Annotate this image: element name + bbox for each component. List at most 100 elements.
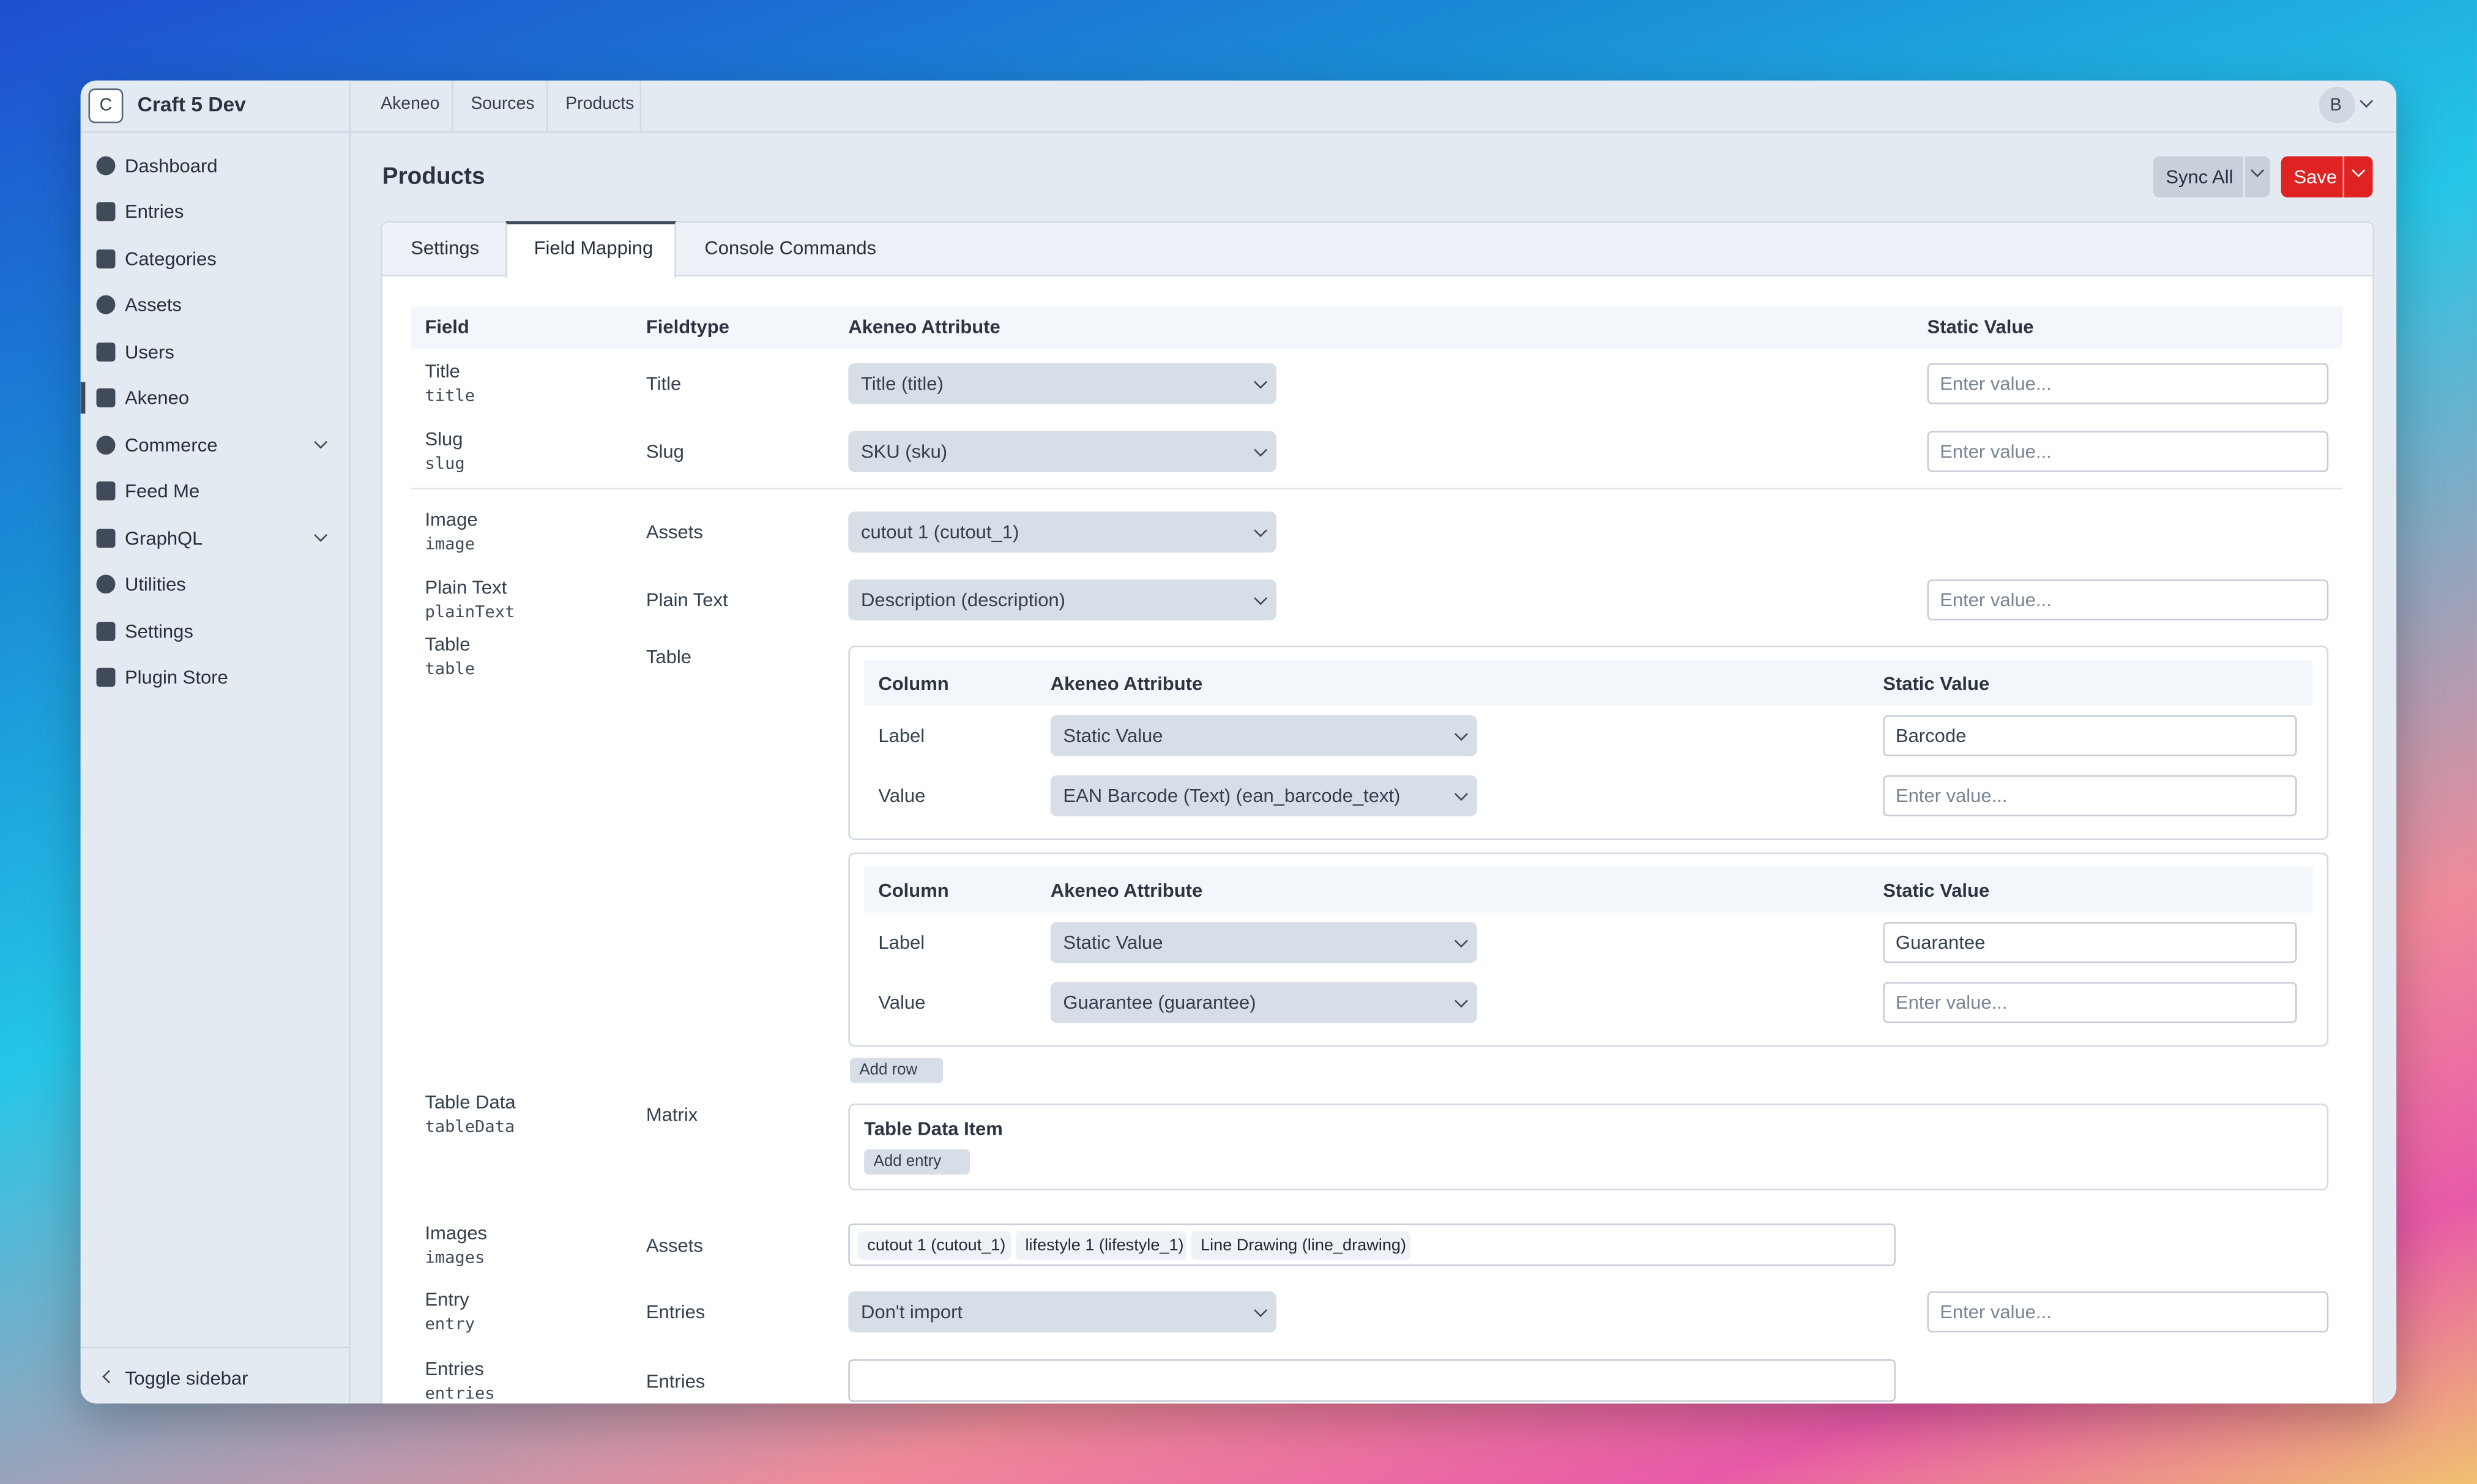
select[interactable]	[1050, 775, 1477, 817]
tab[interactable]: Field Mapping	[534, 237, 654, 259]
app-name: Craft 5 Dev	[137, 92, 246, 116]
add-entry-label[interactable]: Add entry	[873, 1153, 942, 1171]
field-handle: image	[425, 535, 475, 554]
select[interactable]	[848, 511, 1276, 553]
field-label: Image	[425, 508, 478, 531]
nav-item[interactable]: Dashboard	[124, 154, 218, 177]
nav-icon	[96, 667, 116, 687]
subtable	[848, 852, 2329, 1047]
text-input[interactable]	[1927, 1291, 2329, 1333]
select[interactable]	[1050, 922, 1477, 963]
select-value: Guarantee (guarantee)	[1063, 991, 1256, 1014]
nav-item[interactable]: GraphQL	[124, 526, 203, 549]
subtable-header-cell: Akeneo Attribute	[1050, 879, 1203, 902]
tag-label[interactable]: cutout 1 (cutout_1)	[867, 1236, 1006, 1255]
nav-item[interactable]: Categories	[124, 247, 217, 270]
subtable-header-cell: Static Value	[1883, 879, 1990, 902]
select-value: EAN Barcode (Text) (ean_barcode_text)	[1063, 784, 1401, 807]
nav-icon	[96, 481, 116, 501]
input-text: Enter value...	[1895, 784, 2008, 807]
select-value: Title (title)	[860, 373, 944, 395]
breadcrumb[interactable]: Sources	[471, 94, 535, 114]
sync-all-label[interactable]: Sync All	[2166, 165, 2233, 188]
subtable-header-cell: Column	[878, 672, 949, 695]
avatar	[2319, 86, 2356, 124]
tag-label[interactable]: lifestyle 1 (lifestyle_1)	[1025, 1236, 1184, 1255]
subtable	[848, 645, 2329, 840]
app-window: C Craft 5 Dev Dashboard Entries Categories As…	[80, 80, 2397, 1404]
field-label: Table	[425, 633, 471, 656]
nav-item[interactable]: Akeneo	[124, 387, 190, 410]
nav-item[interactable]: Settings	[124, 620, 193, 642]
save-label[interactable]: Save	[2293, 165, 2337, 188]
field-label: Table Data	[425, 1091, 516, 1113]
add-row-button	[849, 1058, 944, 1083]
field-handle: entry	[425, 1315, 475, 1334]
save-divider	[2342, 156, 2345, 198]
field-handle: tableData	[425, 1118, 515, 1137]
sidebar-divider	[80, 131, 351, 133]
nav-icon	[96, 249, 116, 269]
text-input[interactable]	[1883, 715, 2297, 757]
field-handle: entries	[425, 1384, 495, 1404]
field-label: Entry	[425, 1288, 469, 1311]
select[interactable]	[1050, 982, 1477, 1023]
tags-input	[848, 1223, 1896, 1266]
toggle-sidebar[interactable]: Toggle sidebar	[124, 1367, 248, 1390]
add-row-label[interactable]: Add row	[859, 1061, 918, 1080]
input-text: Enter value...	[1940, 588, 2052, 611]
nav-item[interactable]: Plugin Store	[124, 666, 228, 689]
text-input[interactable]	[1883, 922, 2297, 963]
input-text: Barcode	[1895, 724, 1967, 747]
avatar-initial[interactable]: B	[2330, 96, 2342, 116]
select[interactable]	[1050, 715, 1477, 757]
matrix-box	[848, 1104, 2329, 1190]
nav-item[interactable]: Feed Me	[124, 480, 200, 503]
field-type: Table	[646, 645, 691, 668]
logo-letter: C	[99, 96, 113, 116]
select[interactable]	[848, 363, 1276, 404]
subtable-header	[864, 659, 2313, 706]
tag	[857, 1231, 1011, 1260]
text-input[interactable]	[1883, 982, 2297, 1023]
field-label: Entries	[425, 1357, 484, 1380]
subtable-header-cell: Akeneo Attribute	[1050, 672, 1203, 695]
nav-item[interactable]: Utilities	[124, 573, 186, 596]
field-type: Entries	[646, 1370, 706, 1393]
nav-item[interactable]: Assets	[124, 294, 182, 317]
row-divider	[411, 488, 2343, 490]
select[interactable]	[848, 431, 1276, 472]
field-handle: images	[425, 1248, 485, 1268]
tab[interactable]: Console Commands	[704, 237, 877, 259]
field-label: Images	[425, 1222, 488, 1244]
tag-label[interactable]: Line Drawing (line_drawing)	[1201, 1236, 1407, 1255]
text-input[interactable]	[1927, 363, 2329, 404]
text-input[interactable]	[1883, 775, 2297, 817]
entries-input	[848, 1359, 1896, 1402]
input-text: Guarantee	[1895, 931, 1986, 954]
breadcrumb-sep	[452, 80, 453, 132]
nav-item[interactable]: Entries	[124, 201, 184, 224]
active-indicator	[80, 382, 86, 414]
table-header	[411, 306, 2343, 349]
subtable-header-cell: Static Value	[1883, 672, 1990, 695]
field-label: Slug	[425, 428, 463, 450]
active-tab	[505, 221, 676, 278]
breadcrumb[interactable]: Akeneo	[381, 94, 440, 114]
nav-item[interactable]: Users	[124, 340, 174, 363]
nav-icon	[96, 202, 116, 222]
field-handle: table	[425, 659, 475, 679]
nav-item[interactable]: Commerce	[124, 433, 218, 456]
input-text: Enter value...	[1940, 1300, 2052, 1323]
select[interactable]	[848, 1291, 1276, 1333]
text-input[interactable]	[1927, 431, 2329, 472]
select[interactable]	[848, 579, 1276, 621]
text-input[interactable]	[1927, 579, 2329, 621]
breadcrumb[interactable]: Products	[565, 94, 635, 114]
field-type: Entries	[646, 1300, 706, 1323]
tab[interactable]: Settings	[411, 237, 480, 259]
column-header: Akeneo Attribute	[848, 316, 1000, 338]
select-value: cutout 1 (cutout_1)	[860, 521, 1019, 543]
